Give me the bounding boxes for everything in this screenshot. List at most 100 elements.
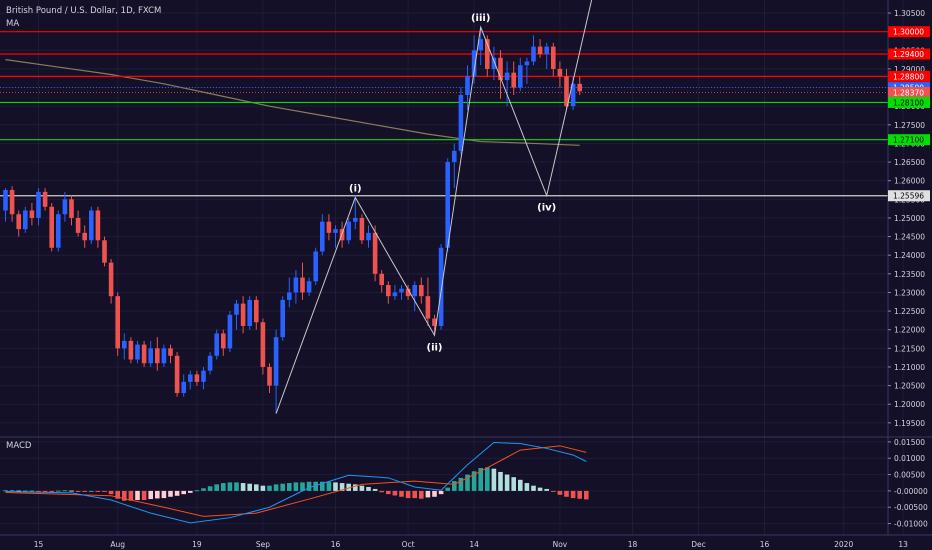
candle[interactable] [240, 296, 246, 334]
candle[interactable] [465, 65, 470, 110]
candle[interactable] [188, 370, 193, 390]
candle[interactable] [577, 76, 582, 95]
candle[interactable] [234, 299, 239, 330]
candle[interactable] [174, 352, 180, 397]
candle[interactable] [511, 61, 516, 95]
candle[interactable] [300, 262, 305, 300]
candle[interactable] [62, 191, 68, 222]
candle[interactable] [194, 370, 200, 386]
candle[interactable] [379, 270, 384, 293]
candle[interactable] [544, 42, 549, 69]
candle[interactable] [366, 225, 371, 248]
candle[interactable] [498, 50, 503, 99]
candle[interactable] [108, 258, 114, 304]
candle[interactable] [485, 35, 490, 77]
candle[interactable] [161, 344, 167, 367]
candle[interactable] [115, 292, 120, 356]
candle[interactable] [564, 68, 569, 110]
elliott-wave-drawing[interactable]: (i) (ii) (iii) (iv) [275, 0, 593, 414]
wave-path[interactable] [275, 0, 593, 414]
candle[interactable] [36, 188, 41, 226]
candle[interactable] [221, 329, 226, 356]
candle[interactable] [89, 206, 94, 245]
candle[interactable] [405, 285, 411, 300]
macd-histogram-bar [42, 490, 48, 492]
candle[interactable] [551, 42, 556, 77]
candle-body [254, 299, 259, 323]
candle[interactable] [524, 57, 530, 84]
candle[interactable] [181, 374, 186, 397]
candle[interactable] [23, 206, 28, 233]
candle[interactable] [306, 277, 312, 297]
candle[interactable] [458, 87, 464, 155]
candle[interactable] [280, 296, 285, 341]
candle[interactable] [273, 329, 279, 414]
candle[interactable] [518, 57, 523, 92]
candle[interactable] [122, 333, 127, 360]
macd-histogram-bar [108, 490, 114, 495]
candle[interactable] [386, 281, 391, 304]
candle[interactable] [537, 39, 543, 58]
candle[interactable] [287, 277, 292, 308]
candle[interactable] [346, 217, 351, 245]
candle[interactable] [95, 206, 101, 248]
candle[interactable] [372, 225, 378, 282]
candle[interactable] [452, 143, 457, 189]
candle[interactable] [471, 35, 477, 84]
candle[interactable] [491, 46, 497, 81]
macd-histogram-bar [557, 490, 563, 495]
candle[interactable] [135, 340, 140, 364]
candle[interactable] [326, 214, 332, 241]
price-tag: 1.30000 [888, 26, 930, 38]
candle[interactable] [531, 35, 536, 66]
candle[interactable] [16, 210, 21, 237]
candle[interactable] [49, 203, 54, 252]
candle[interactable] [260, 318, 266, 375]
candle[interactable] [227, 311, 233, 353]
candle[interactable] [320, 214, 325, 256]
candle[interactable] [267, 363, 272, 394]
candle[interactable] [3, 188, 8, 222]
candle[interactable] [214, 329, 219, 360]
candlesticks[interactable] [3, 27, 582, 414]
candle[interactable] [333, 225, 338, 248]
candle[interactable] [56, 210, 61, 252]
candle[interactable] [432, 314, 437, 336]
candle[interactable] [478, 27, 483, 66]
candle[interactable] [168, 344, 173, 364]
candle[interactable] [155, 337, 160, 371]
candle[interactable] [207, 352, 213, 375]
candle[interactable] [353, 195, 358, 230]
candle[interactable] [247, 296, 252, 330]
candle[interactable] [69, 195, 74, 226]
candle[interactable] [102, 236, 107, 267]
candle-body [399, 288, 404, 293]
candle[interactable] [557, 61, 563, 88]
candle[interactable] [82, 225, 87, 248]
macd-histogram-bar [524, 483, 530, 491]
candle[interactable] [293, 270, 299, 304]
candle[interactable] [392, 285, 398, 300]
time-tick-label: Oct [402, 540, 415, 549]
candle[interactable] [359, 214, 365, 245]
macd-histogram-bar [339, 483, 345, 491]
candle[interactable] [75, 210, 81, 237]
candle[interactable] [42, 188, 48, 211]
candle[interactable] [419, 277, 424, 304]
candle[interactable] [254, 296, 259, 330]
candle[interactable] [438, 244, 444, 330]
candle[interactable] [141, 340, 147, 367]
candle[interactable] [148, 340, 153, 367]
candle[interactable] [29, 203, 35, 226]
candle[interactable] [128, 337, 134, 364]
candle[interactable] [445, 158, 450, 252]
candle[interactable] [9, 186, 15, 222]
candle[interactable] [201, 366, 206, 390]
candle[interactable] [425, 277, 431, 326]
candle[interactable] [399, 285, 404, 300]
candle[interactable] [313, 247, 318, 285]
candle[interactable] [412, 281, 417, 312]
candle[interactable] [504, 61, 510, 107]
horizontal-levels[interactable] [0, 31, 888, 197]
